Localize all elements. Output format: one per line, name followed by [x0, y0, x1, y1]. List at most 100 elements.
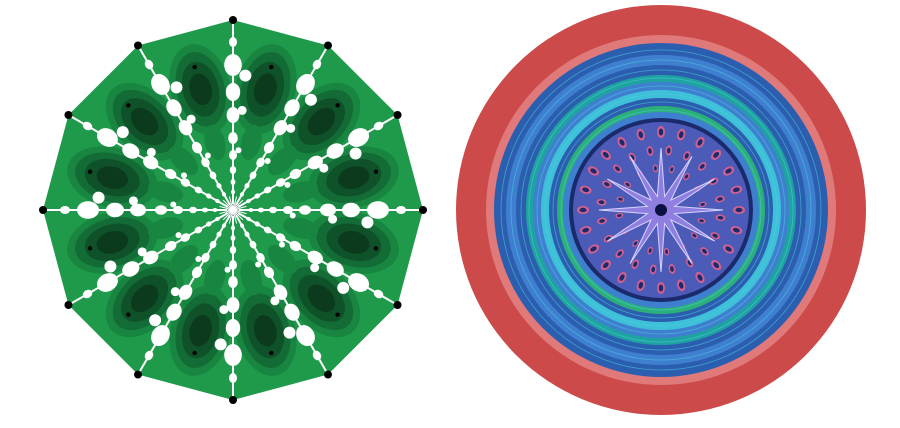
spoke-blob [396, 206, 406, 214]
center-ray [232, 196, 238, 211]
side-blob [310, 263, 320, 273]
side-blob [128, 196, 138, 206]
spoke-blob [178, 284, 193, 300]
side-blob [319, 163, 329, 173]
spoke-blob [326, 143, 344, 159]
spoke-blob [342, 202, 360, 218]
ring-line [500, 49, 822, 371]
spoke-blob [263, 186, 272, 194]
side-blob [195, 255, 202, 262]
spoke-blob [229, 373, 237, 383]
lobe-layer [307, 107, 336, 136]
spoke-blob [82, 289, 93, 299]
eye-inner [619, 274, 625, 281]
center-ray [232, 197, 241, 211]
spoke-blob [221, 223, 227, 228]
lobe-dot [335, 312, 340, 317]
eye-inner [604, 182, 610, 187]
spoke-blob [312, 350, 322, 361]
spoke-blob [178, 120, 193, 136]
spoke-blob [106, 202, 124, 218]
spoke-blob [373, 121, 384, 131]
spoke-blob [249, 171, 257, 180]
lobe-dot [373, 169, 379, 174]
eye-inner [582, 227, 590, 233]
spoke-blob [201, 252, 210, 263]
lobe-dot [192, 64, 197, 70]
right-concentric-rings [456, 5, 866, 415]
side-blob [235, 147, 242, 154]
spoke-blob [283, 206, 293, 214]
spoke-blob [289, 168, 302, 180]
center-ray [222, 199, 234, 211]
spoke-blob [96, 273, 118, 292]
spoke-blob [221, 192, 227, 197]
spoke-blob [191, 141, 203, 154]
spoke-blob [164, 240, 177, 252]
eye-inner [582, 187, 590, 193]
eye-inner [735, 207, 743, 213]
side-blob [349, 147, 362, 160]
eye-inner [697, 139, 703, 146]
side-blob [92, 191, 105, 204]
spoke-blob [263, 226, 272, 234]
spoke-blob [320, 203, 336, 217]
lobe-layer [96, 230, 128, 254]
eye-inner [638, 131, 644, 139]
spoke-blob [269, 206, 277, 214]
spoke-blob [326, 261, 344, 277]
center-ray [232, 209, 238, 224]
center-ray [232, 199, 244, 211]
eye-inner [602, 151, 609, 158]
vertex-dot [393, 111, 402, 119]
eye-inner [599, 219, 605, 223]
center-ray [232, 209, 247, 215]
ring-line [536, 85, 786, 335]
inner-lobe [147, 217, 183, 239]
spoke-blob [202, 207, 208, 213]
spoke-blob [229, 150, 237, 160]
spoke-blob [189, 206, 197, 214]
side-blob [170, 201, 177, 208]
lobe-layer [253, 315, 277, 347]
eye-inner [699, 219, 704, 223]
spoke-blob [215, 198, 220, 204]
spoke-blob [296, 325, 315, 347]
eye-inner [684, 153, 689, 159]
lobe-layer [189, 73, 213, 105]
side-blob [328, 214, 338, 224]
ring-line [510, 59, 812, 361]
spoke-blob [143, 155, 159, 170]
side-blob [104, 260, 117, 273]
eye-inner [579, 207, 587, 213]
center-ray [232, 202, 246, 211]
spoke-blob [151, 325, 170, 347]
eye-inner [684, 174, 689, 179]
side-blob [204, 152, 211, 159]
spoke-blob [289, 240, 302, 252]
side-blob [116, 126, 129, 139]
vertex-dot [64, 111, 73, 119]
eye-inner [598, 200, 605, 205]
side-blob [181, 172, 188, 179]
inner-lobe [168, 145, 199, 176]
lobe-dot [87, 169, 93, 174]
spoke-blob [246, 198, 251, 204]
eye-inner [590, 246, 597, 252]
inner-lobe [283, 217, 319, 239]
spoke-blob [143, 250, 159, 265]
eye-inner [617, 214, 622, 217]
lobe-layer [189, 315, 213, 347]
side-blob [284, 181, 291, 188]
lobe-dot [126, 312, 131, 317]
spoke-blob [299, 205, 311, 215]
side-blob [170, 287, 180, 297]
eye-inner [717, 215, 724, 220]
lobe-dot [192, 350, 197, 356]
eye-inner [590, 168, 597, 174]
center-ray [222, 209, 234, 221]
vertex-dot [229, 16, 237, 24]
eye-inner [658, 128, 664, 136]
vertex-dot [64, 301, 73, 309]
